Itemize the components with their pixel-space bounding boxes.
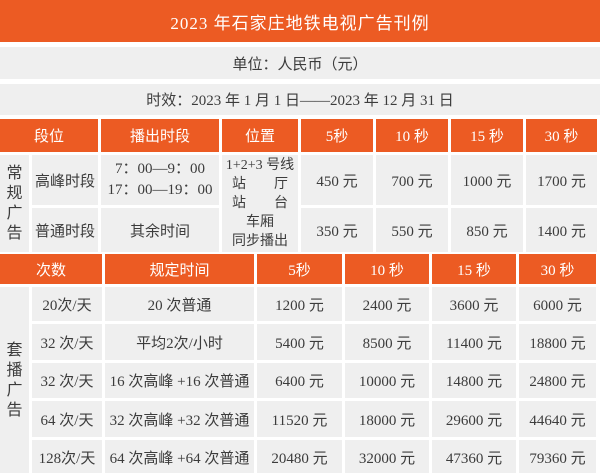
currency-unit-row: 单位：人民币（元） (0, 47, 600, 79)
column-header-location: 位置 (222, 119, 298, 152)
cell-price: 11400 元 (432, 324, 516, 360)
cell-price: 32000 元 (345, 440, 429, 473)
cell-price: 5400 元 (257, 324, 342, 360)
cell-price: 3600 元 (432, 287, 516, 321)
column-header-schedule: 规定时间 (105, 254, 254, 284)
cell-price: 29600 元 (432, 401, 516, 437)
cell-price: 10000 元 (345, 363, 429, 398)
cell-price: 47360 元 (432, 440, 516, 473)
cell-price: 850 元 (451, 208, 523, 252)
package-ad-table: 次数 规定时间 5秒 10 秒 15 秒 30 秒 套 播 广 告 20次/天 … (0, 254, 600, 473)
cell-price: 14800 元 (432, 363, 516, 398)
cell-location: 1+2+3 号线 站 厅 站 台 车厢 同步播出 (222, 155, 298, 252)
cell-price: 1700 元 (526, 155, 597, 205)
cell-price: 350 元 (301, 208, 373, 252)
cell-price: 700 元 (376, 155, 448, 205)
divider (0, 252, 600, 254)
cell-price: 450 元 (301, 155, 373, 205)
column-header-15s: 15 秒 (451, 119, 523, 152)
cell-schedule: 32 次高峰 +32 次普通 (105, 401, 254, 437)
cell-count: 128次/天 (32, 440, 102, 473)
cell-price: 1200 元 (257, 287, 342, 321)
column-header-10s: 10 秒 (345, 254, 429, 284)
cell-price: 550 元 (376, 208, 448, 252)
cell-time-peak: 7：00—9：00 17：00—19：00 (101, 155, 219, 205)
cell-count: 64 次/天 (32, 401, 102, 437)
cell-price: 18000 元 (345, 401, 429, 437)
cell-price: 11520 元 (257, 401, 342, 437)
divider (0, 115, 600, 119)
column-header-15s: 15 秒 (432, 254, 516, 284)
validity-period-row: 时效：2023 年 1 月 1 日——2023 年 12 月 31 日 (0, 84, 600, 115)
column-header-30s: 30 秒 (519, 254, 596, 284)
divider (0, 42, 600, 47)
section-label-package-ads: 套 播 广 告 (0, 287, 29, 473)
cell-slot-normal: 普通时段 (32, 208, 98, 252)
column-header-10s: 10 秒 (376, 119, 448, 152)
cell-price: 44640 元 (519, 401, 596, 437)
page-title: 2023 年石家庄地铁电视广告刊例 (0, 0, 600, 42)
cell-price: 20480 元 (257, 440, 342, 473)
column-header-5s: 5秒 (257, 254, 342, 284)
cell-price: 2400 元 (345, 287, 429, 321)
column-header-broadcast-time: 播出时段 (101, 119, 219, 152)
cell-price: 18800 元 (519, 324, 596, 360)
cell-schedule: 平均2次/小时 (105, 324, 254, 360)
cell-price: 6400 元 (257, 363, 342, 398)
divider (0, 79, 600, 84)
cell-time-normal: 其余时间 (101, 208, 219, 252)
cell-schedule: 16 次高峰 +16 次普通 (105, 363, 254, 398)
column-header-count: 次数 (0, 254, 102, 284)
cell-slot-peak: 高峰时段 (32, 155, 98, 205)
cell-count: 32 次/天 (32, 363, 102, 398)
cell-price: 8500 元 (345, 324, 429, 360)
cell-price: 1400 元 (526, 208, 597, 252)
cell-schedule: 64 次高峰 +64 次普通 (105, 440, 254, 473)
cell-count: 20次/天 (32, 287, 102, 321)
cell-price: 1000 元 (451, 155, 523, 205)
section-label-regular-ads: 常 规 广 告 (0, 155, 29, 252)
column-header-slot: 段位 (0, 119, 98, 152)
cell-count: 32 次/天 (32, 324, 102, 360)
regular-ad-table: 段位 播出时段 位置 5秒 10 秒 15 秒 30 秒 常 规 广 告 高峰时… (0, 119, 600, 252)
cell-price: 6000 元 (519, 287, 596, 321)
column-header-5s: 5秒 (301, 119, 373, 152)
column-header-30s: 30 秒 (526, 119, 597, 152)
cell-price: 24800 元 (519, 363, 596, 398)
cell-price: 79360 元 (519, 440, 596, 473)
cell-schedule: 20 次普通 (105, 287, 254, 321)
